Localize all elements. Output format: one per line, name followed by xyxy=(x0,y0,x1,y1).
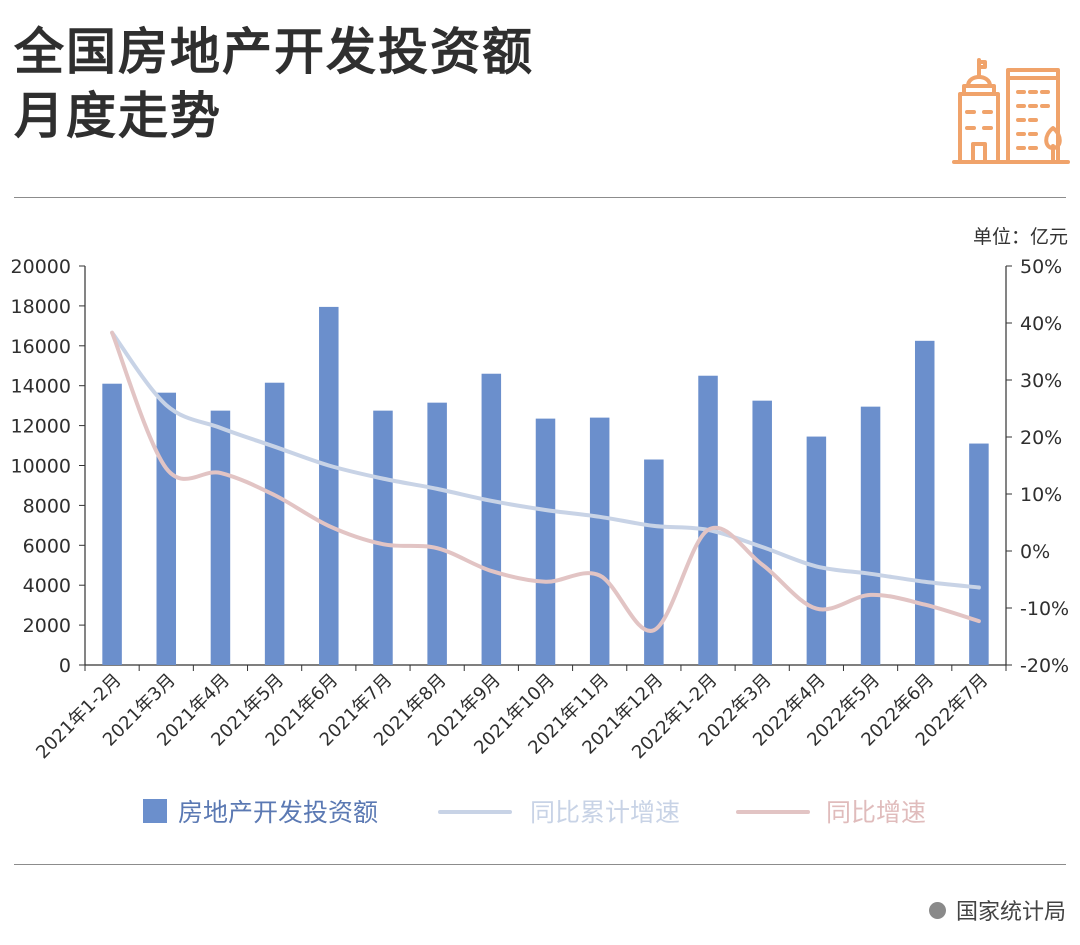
right-tick-label: -10% xyxy=(1020,598,1069,620)
page-title: 全国房地产开发投资额 月度走势 xyxy=(14,20,534,148)
bar-investment xyxy=(156,392,177,665)
left-tick-label: 12000 xyxy=(11,416,71,438)
bar-investment xyxy=(914,340,935,665)
bar-investment xyxy=(644,459,664,665)
city-buildings-icon xyxy=(952,58,1070,164)
bar-investment xyxy=(264,382,285,665)
legend-swatch-bar xyxy=(143,799,167,823)
title-line-2: 月度走势 xyxy=(14,87,222,145)
bar-investment xyxy=(969,443,989,665)
line-yoy-growth xyxy=(110,330,981,633)
bar-investment xyxy=(481,373,502,665)
bottom-divider xyxy=(14,864,1066,865)
right-tick-label: 20% xyxy=(1020,427,1062,449)
bar-investment xyxy=(535,418,556,665)
legend-label-yoy: 同比增速 xyxy=(826,798,926,827)
bar-investment xyxy=(860,406,881,665)
left-tick-label: 18000 xyxy=(11,296,71,318)
left-tick-label: 14000 xyxy=(11,376,71,398)
source-dot xyxy=(928,901,946,919)
bar-investment xyxy=(752,400,772,665)
right-tick-label: 40% xyxy=(1020,313,1062,335)
bar-investment xyxy=(102,383,122,665)
line-cumulative-growth xyxy=(110,330,981,590)
investment-chart: 0 2000 4000 6000 8000 10000 12000 14000 16000 180… xyxy=(11,256,1070,827)
right-tick-label: 50% xyxy=(1020,256,1062,278)
title-line-1: 全国房地产开发投资额 xyxy=(14,23,534,81)
bar-investment xyxy=(589,417,610,665)
legend-label-investment: 房地产开发投资额 xyxy=(178,798,378,827)
left-tick-label: 16000 xyxy=(11,336,71,358)
right-tick-label: 30% xyxy=(1020,370,1062,392)
left-tick-label: 20000 xyxy=(11,256,71,278)
right-tick-label: 10% xyxy=(1020,484,1062,506)
right-tick-label: -20% xyxy=(1020,655,1069,677)
left-tick-label: 8000 xyxy=(23,495,71,517)
bar-investment xyxy=(806,436,827,665)
bar-investment xyxy=(427,402,447,665)
bar-investment xyxy=(210,410,231,665)
bar-investment xyxy=(698,375,718,665)
left-tick-label: 6000 xyxy=(23,535,71,557)
left-tick-label: 4000 xyxy=(23,575,71,597)
source-label: 国家统计局 xyxy=(955,900,1066,925)
left-tick-label: 2000 xyxy=(23,615,71,637)
source-credit: 国家统计局 xyxy=(928,894,1066,926)
right-tick-label: 0% xyxy=(1020,541,1050,563)
left-tick-label: 0 xyxy=(59,655,71,677)
top-divider xyxy=(14,197,1066,198)
legend-label-cumulative: 同比累计增速 xyxy=(530,798,680,827)
unit-label: 单位：亿元 xyxy=(972,226,1068,248)
bar-investment xyxy=(373,410,393,665)
left-tick-label: 10000 xyxy=(11,456,71,478)
bar-investment xyxy=(319,306,339,665)
